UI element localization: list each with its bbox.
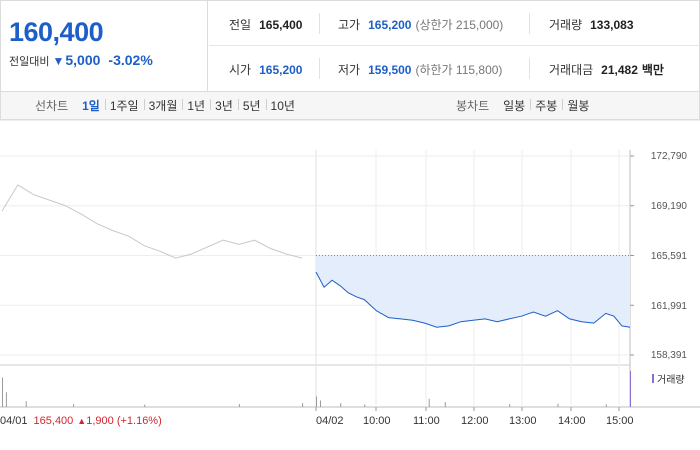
quote-panel: 160,400 전일대비 ▼ 5,000 -3.02% 전일 165,400 고가… xyxy=(0,0,700,92)
up-triangle-icon: ▲ xyxy=(77,416,87,426)
tab-10year[interactable]: 10년 xyxy=(265,97,300,114)
stat-value: 165,200 xyxy=(368,18,412,32)
tab-5year[interactable]: 5년 xyxy=(237,97,266,114)
stat-sub: (하한가 115,800) xyxy=(415,63,503,77)
stat-value: 133,083 xyxy=(590,18,634,32)
volume-bar xyxy=(316,396,317,407)
volume-bar xyxy=(630,371,631,407)
stat-value: 159,500 xyxy=(368,63,412,77)
y-tick-label: 165,591 xyxy=(650,251,687,262)
volume-legend-swatch xyxy=(652,374,654,383)
stat-low: 저가 159,500 (하한가 115,800) xyxy=(338,61,502,78)
stat-unit: 백만 xyxy=(641,63,664,77)
stats-row: 시가 165,200 저가 159,500 (하한가 115,800) 거래대금 21,… xyxy=(209,46,699,91)
volume-legend: 거래량 xyxy=(652,371,685,386)
x-tick-label: 10:00 xyxy=(363,415,391,427)
prev-day-change: 1,900 xyxy=(86,415,114,427)
stat-value: 165,400 xyxy=(259,18,303,32)
volume-bar xyxy=(605,404,607,407)
volume-bar xyxy=(509,404,511,407)
tab-weekly-candle[interactable]: 주봉 xyxy=(530,97,562,114)
volume-bar xyxy=(444,402,446,407)
tab-3year[interactable]: 3년 xyxy=(210,97,238,114)
tab-1year[interactable]: 1년 xyxy=(182,97,210,114)
prev-day-date: 04/01 xyxy=(0,415,28,427)
tab-1week[interactable]: 1주일 xyxy=(104,97,144,114)
below-reference-area xyxy=(316,255,630,328)
stat-label: 고가 xyxy=(338,18,361,32)
stat-trade-value: 거래대금 21,482 백만 xyxy=(549,61,664,78)
chart-period-tabs: 선차트 1일 1주일 3개월 1년 3년 5년 10년 봉차트 일봉 주봉 월봉 xyxy=(0,92,700,120)
tab-3month[interactable]: 3개월 xyxy=(143,97,183,114)
stats-table: 전일 165,400 고가 165,200 (상한가 215,000) 거래량 133,… xyxy=(209,1,699,91)
divider xyxy=(529,58,530,79)
current-price: 160,400 xyxy=(9,17,104,47)
stat-value: 21,482 xyxy=(601,63,638,77)
y-tick-label: 169,190 xyxy=(650,201,687,212)
tab-1day[interactable]: 1일 xyxy=(82,99,100,113)
volume-bar xyxy=(238,404,240,407)
y-tick-label: 161,991 xyxy=(650,301,687,312)
volume-bar xyxy=(73,404,75,407)
stat-prev-close: 전일 165,400 xyxy=(229,16,302,33)
price-chart-svg xyxy=(0,120,700,411)
x-tick-label: 11:00 xyxy=(413,415,440,427)
change-percent: -3.02% xyxy=(108,52,153,68)
stat-label: 전일 xyxy=(229,18,252,32)
divider xyxy=(319,13,320,34)
divider xyxy=(529,13,530,34)
price-chart[interactable]: 172,790 169,190 165,591 161,991 158,391 … xyxy=(0,120,700,450)
stat-open: 시가 165,200 xyxy=(229,61,302,78)
volume-bar xyxy=(428,398,430,407)
x-tick-label: 15:00 xyxy=(606,415,634,427)
stat-high: 고가 165,200 (상한가 215,000) xyxy=(338,16,503,33)
prev-day-close: 165,400 xyxy=(33,415,74,427)
y-tick-label: 158,391 xyxy=(650,350,687,361)
stat-label: 시가 xyxy=(229,63,252,77)
change-label: 전일대비 xyxy=(9,56,50,68)
candle-chart-title: 봉차트 xyxy=(456,99,490,113)
volume-bar xyxy=(302,403,304,407)
candle-chart-tabs: 봉차트 일봉 주봉 월봉 xyxy=(456,92,594,119)
divider xyxy=(319,58,320,79)
today-series-line xyxy=(315,271,631,328)
volume-bar xyxy=(144,404,146,407)
stat-value: 165,200 xyxy=(259,63,303,77)
volume-bar xyxy=(364,404,366,407)
volume-bar xyxy=(2,377,3,407)
line-chart-tabs: 선차트 1일 1주일 3개월 1년 3년 5년 10년 xyxy=(35,92,300,119)
prev-day-info: 04/01 165,400 ▲1,900 (+1.16%) xyxy=(0,415,162,427)
tab-monthly-candle[interactable]: 월봉 xyxy=(562,97,594,114)
x-tick-label: 13:00 xyxy=(509,415,537,427)
price-summary: 160,400 전일대비 ▼ 5,000 -3.02% xyxy=(1,1,208,91)
stat-label: 거래대금 xyxy=(549,63,594,77)
volume-bar xyxy=(557,403,559,407)
volume-legend-label: 거래량 xyxy=(657,375,685,386)
prev-day-change-percent: (+1.16%) xyxy=(116,415,162,427)
change-row: 전일대비 ▼ 5,000 -3.02% xyxy=(9,52,207,69)
volume-bar xyxy=(320,400,321,407)
stats-row: 전일 165,400 고가 165,200 (상한가 215,000) 거래량 133,… xyxy=(209,1,699,46)
y-tick-label: 172,790 xyxy=(650,151,687,162)
volume-bar xyxy=(340,403,342,407)
down-triangle-icon: ▼ xyxy=(52,54,65,68)
x-tick-label: 14:00 xyxy=(558,415,586,427)
stat-sub: (상한가 215,000) xyxy=(415,18,504,32)
volume-bar xyxy=(25,401,27,407)
line-chart-title: 선차트 xyxy=(35,99,69,113)
volume-bar xyxy=(5,392,7,407)
stat-label: 거래량 xyxy=(549,18,583,32)
stat-volume: 거래량 133,083 xyxy=(549,16,634,33)
x-tick-label: 12:00 xyxy=(461,415,489,427)
x-tick-label: 04/02 xyxy=(316,415,344,427)
prev-day-series-line xyxy=(1,184,303,259)
tab-daily-candle[interactable]: 일봉 xyxy=(503,99,526,113)
change-amount: 5,000 xyxy=(65,52,101,68)
stat-label: 저가 xyxy=(338,63,361,77)
